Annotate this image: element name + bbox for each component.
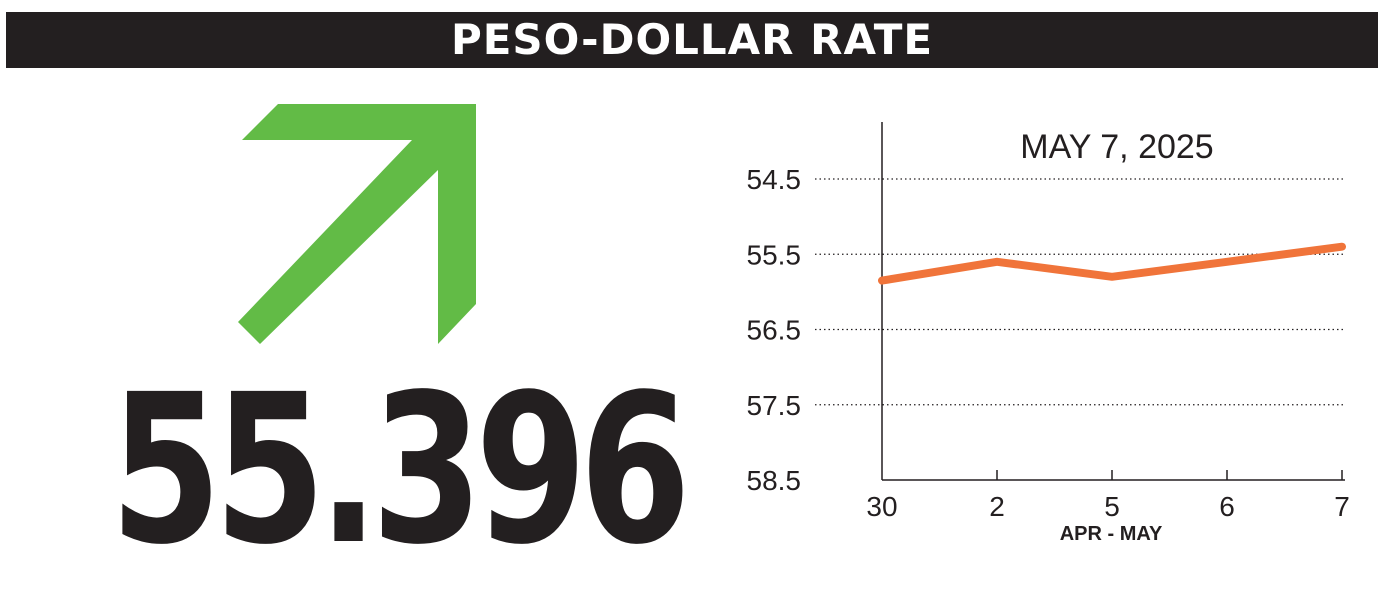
y-tick-label: 56.5 [747,315,802,346]
x-tick-label: 6 [1219,491,1235,522]
x-axis-label: APR - MAY [1060,523,1163,545]
arrow-shape [238,104,476,344]
y-tick-labels: 54.5 55.5 56.5 57.5 58.5 [747,164,802,496]
y-tick-label: 55.5 [747,239,802,270]
x-tick-labels: 30 2 5 6 7 [866,470,1350,522]
chart-grid [815,178,1345,406]
rate-line-chart: MAY 7, 2025 54.555.556.557.558.5 30 2 5 6 7 … [747,122,1350,545]
trend-up-arrow-icon [238,104,476,344]
title-bar: PESO-DOLLAR RATE [6,12,1378,68]
series-line [878,242,1346,285]
rate-value: 55.396 [110,350,691,590]
y-tick-label: 58.5 [747,465,802,496]
x-tick-label: 30 [866,491,897,522]
x-tick-label: 7 [1334,491,1350,522]
y-tick-label: 57.5 [747,390,802,421]
chart-title: MAY 7, 2025 [1020,128,1213,166]
y-tick-label: 54.5 [747,164,802,195]
x-tick-label: 5 [1104,491,1120,522]
page-title: PESO-DOLLAR RATE [450,15,934,64]
x-tick-label: 2 [989,491,1005,522]
